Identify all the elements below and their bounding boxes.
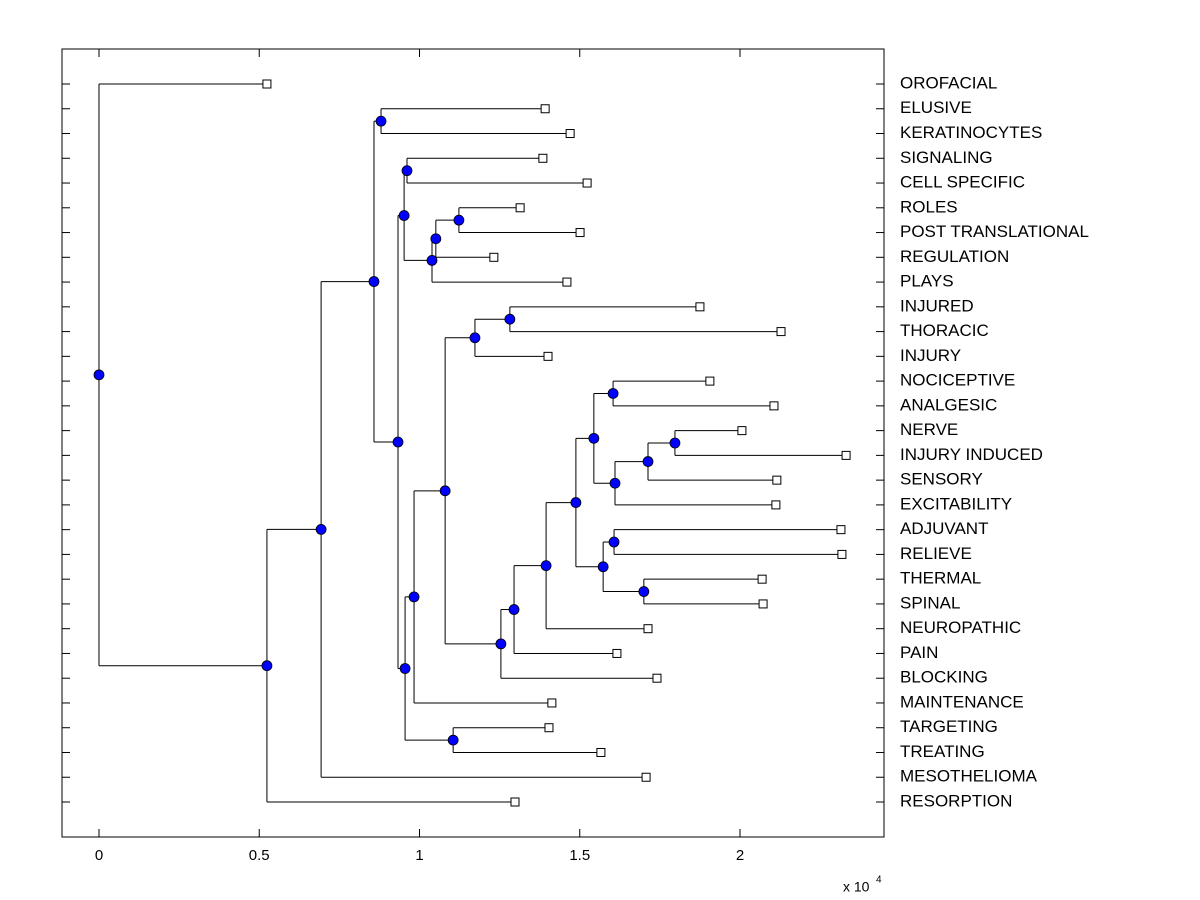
node-marker bbox=[368, 276, 380, 287]
leaf-label: THERMAL bbox=[900, 569, 981, 588]
leaf-marker bbox=[540, 104, 550, 114]
leaf-label: NERVE bbox=[900, 420, 958, 439]
leaf-marker bbox=[772, 475, 782, 485]
leaf-marker bbox=[695, 302, 705, 312]
leaf-marker bbox=[641, 772, 651, 782]
leaf-label: MAINTENANCE bbox=[900, 692, 1024, 711]
leaf-label: CELL SPECIFIC bbox=[900, 173, 1025, 192]
plot-frame bbox=[61, 48, 885, 838]
leaf-label: NEUROPATHIC bbox=[900, 618, 1021, 637]
x-tick-label: 1.5 bbox=[569, 847, 590, 864]
leaf-marker bbox=[262, 79, 272, 89]
node-marker bbox=[469, 332, 481, 344]
node-marker bbox=[453, 214, 465, 226]
node-marker bbox=[401, 165, 413, 177]
leaf-label: PLAYS bbox=[900, 272, 954, 291]
node-marker bbox=[399, 663, 411, 674]
leaf-label: SENSORY bbox=[900, 470, 983, 489]
leaf-marker bbox=[538, 153, 548, 163]
leaf-label: POST TRANSLATIONAL bbox=[900, 222, 1089, 241]
leaf-marker bbox=[652, 673, 662, 683]
node-marker bbox=[495, 638, 507, 650]
leaf-label: ROLES bbox=[900, 197, 958, 216]
x-multiplier-exponent: 4 bbox=[876, 875, 882, 886]
leaf-label: ANALGESIC bbox=[900, 395, 997, 414]
leaf-label: KERATINOCYTES bbox=[900, 123, 1042, 142]
leaf-marker bbox=[510, 797, 520, 807]
x-tick-label: 0.5 bbox=[249, 847, 270, 864]
node-marker bbox=[408, 591, 420, 603]
leaf-marker bbox=[757, 574, 767, 584]
node-marker bbox=[439, 485, 451, 497]
node-marker bbox=[570, 497, 582, 508]
leaf-marker bbox=[841, 450, 851, 460]
leaf-label: INJURY bbox=[900, 346, 961, 365]
leaf-label: THORACIC bbox=[900, 321, 989, 340]
leaf-marker bbox=[771, 500, 781, 510]
leaf-label: RESORPTION bbox=[900, 791, 1012, 810]
leaf-marker bbox=[489, 252, 499, 262]
leaf-marker bbox=[596, 747, 606, 757]
leaf-marker bbox=[769, 401, 779, 411]
leaf-marker bbox=[544, 723, 554, 733]
node-marker bbox=[447, 734, 459, 746]
node-marker bbox=[93, 369, 105, 381]
node-marker bbox=[430, 233, 442, 245]
leaf-marker bbox=[737, 426, 747, 436]
leaf-marker bbox=[562, 277, 572, 287]
node-marker bbox=[398, 210, 410, 221]
node-marker bbox=[426, 255, 438, 266]
leaf-marker bbox=[836, 525, 846, 535]
leaf-label: REGULATION bbox=[900, 247, 1009, 266]
node-marker bbox=[261, 660, 273, 672]
leaf-label: INJURED bbox=[900, 296, 974, 315]
node-marker bbox=[669, 437, 681, 449]
leaf-marker bbox=[565, 129, 575, 139]
node-marker bbox=[375, 115, 387, 127]
x-tick-label: 1 bbox=[415, 847, 423, 864]
leaf-label: RELIEVE bbox=[900, 544, 972, 563]
leaf-marker bbox=[575, 228, 585, 238]
node-marker bbox=[609, 477, 621, 489]
leaf-marker bbox=[758, 599, 768, 609]
leaf-marker bbox=[837, 549, 847, 559]
node-marker bbox=[588, 432, 600, 444]
node-marker bbox=[508, 604, 520, 615]
leaf-label: SPINAL bbox=[900, 593, 960, 612]
x-tick-label: 0 bbox=[95, 847, 103, 864]
node-marker bbox=[638, 586, 650, 597]
leaf-label: EXCITABILITY bbox=[900, 494, 1012, 513]
leaf-marker bbox=[515, 203, 525, 213]
x-tick-label: 2 bbox=[736, 847, 744, 864]
leaf-label: BLOCKING bbox=[900, 668, 988, 687]
node-marker bbox=[597, 561, 609, 573]
leaf-label: SIGNALING bbox=[900, 148, 993, 167]
leaf-marker bbox=[543, 351, 553, 361]
leaf-label: INJURY INDUCED bbox=[900, 445, 1043, 464]
node-marker bbox=[315, 524, 327, 535]
leaf-label: OROFACIAL bbox=[900, 73, 997, 92]
leaf-marker bbox=[547, 698, 557, 708]
leaf-label: MESOTHELIOMA bbox=[900, 767, 1038, 786]
leaf-label: TREATING bbox=[900, 742, 985, 761]
node-marker bbox=[392, 436, 404, 448]
node-marker bbox=[608, 536, 620, 548]
node-marker bbox=[607, 388, 619, 399]
x-multiplier: x 10 bbox=[843, 879, 870, 895]
leaf-marker bbox=[612, 648, 622, 658]
leaf-marker bbox=[705, 376, 715, 386]
node-marker bbox=[642, 456, 654, 467]
node-marker bbox=[504, 313, 516, 325]
leaf-label: PAIN bbox=[900, 643, 938, 662]
leaf-marker bbox=[643, 624, 653, 634]
node-marker bbox=[540, 560, 552, 572]
leaf-label: ADJUVANT bbox=[900, 519, 988, 538]
leaf-marker bbox=[582, 178, 592, 188]
leaf-label: TARGETING bbox=[900, 717, 998, 736]
leaf-marker bbox=[776, 327, 786, 337]
leaf-label: ELUSIVE bbox=[900, 98, 972, 117]
leaf-label: NOCICEPTIVE bbox=[900, 371, 1015, 390]
